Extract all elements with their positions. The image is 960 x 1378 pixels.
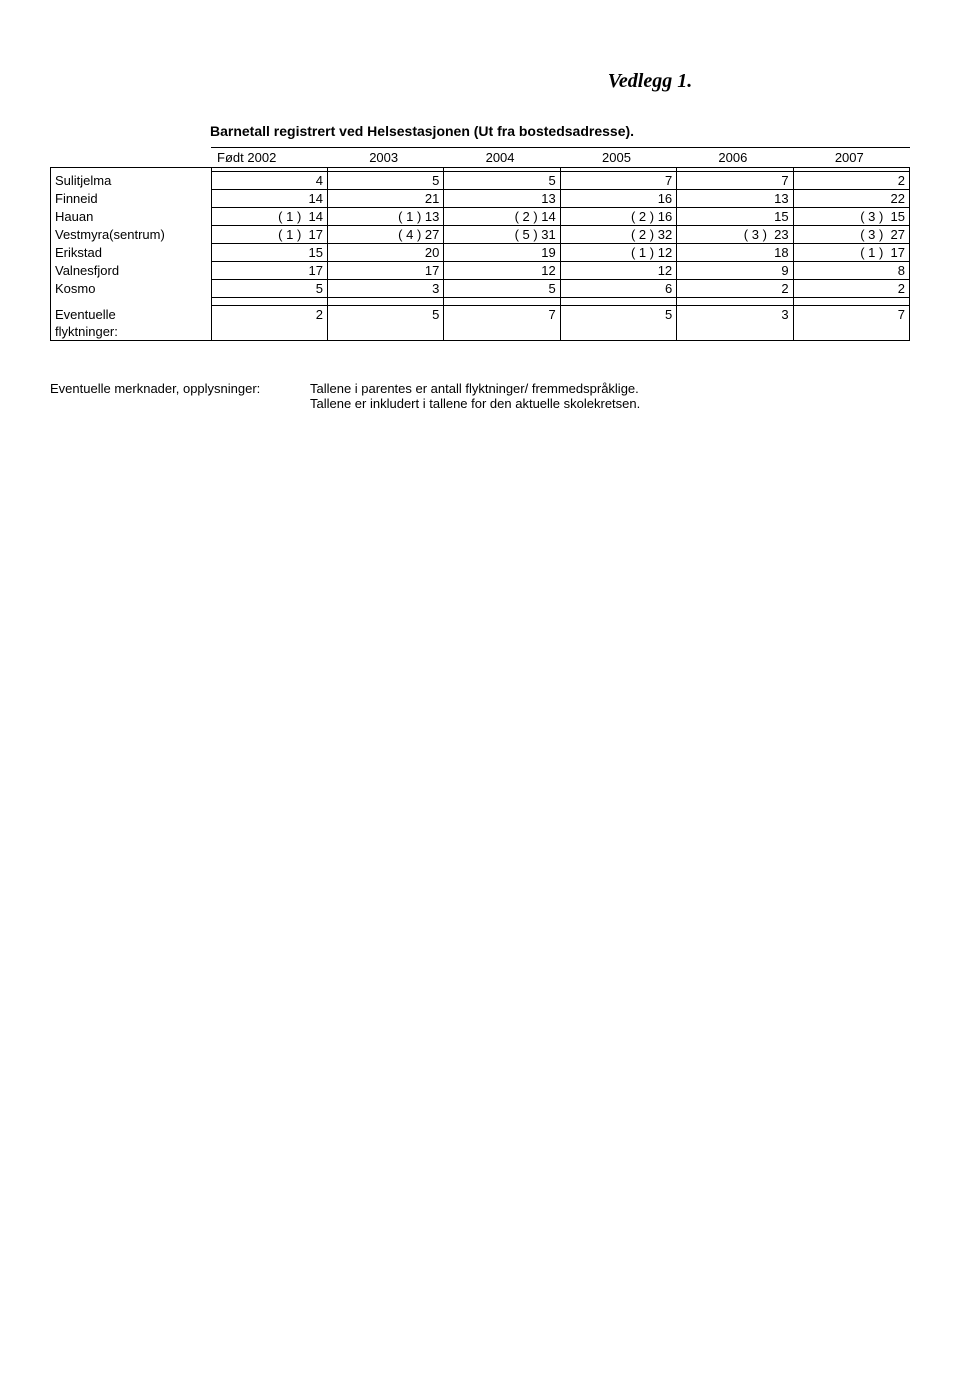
table-cell: 15 xyxy=(211,244,327,262)
table-cell: 5 xyxy=(327,306,443,341)
table-cell: ( 1 ) 12 xyxy=(560,244,676,262)
table-cell: ( 2 ) 16 xyxy=(560,208,676,226)
table-cell: 20 xyxy=(327,244,443,262)
table-cell: 21 xyxy=(327,190,443,208)
table-cell xyxy=(327,298,443,306)
table-cell: ( 1 ) 17 xyxy=(211,226,327,244)
notes-text: Tallene i parentes er antall flyktninger… xyxy=(310,381,910,411)
table-row: Eventuelle257537 xyxy=(51,306,910,323)
table-cell: 19 xyxy=(444,244,560,262)
table-cell xyxy=(793,298,909,306)
table-cell: 17 xyxy=(327,262,443,280)
notes-line-2: Tallene er inkludert i tallene for den a… xyxy=(310,396,910,411)
table-row: Erikstad152019( 1 ) 1218( 1 ) 17 xyxy=(51,244,910,262)
table-cell xyxy=(51,298,212,306)
table-row: Sulitjelma455772 xyxy=(51,172,910,190)
table-cell: 16 xyxy=(560,190,676,208)
table-cell: ( 3 ) 23 xyxy=(677,226,793,244)
table-row: Valnesfjord1717121298 xyxy=(51,262,910,280)
table-cell: 2005 xyxy=(560,148,676,168)
table-cell: Kosmo xyxy=(51,280,212,298)
table-cell: 2 xyxy=(793,172,909,190)
table-cell xyxy=(444,298,560,306)
table-cell: Valnesfjord xyxy=(51,262,212,280)
table-cell: 15 xyxy=(677,208,793,226)
table-cell: 2 xyxy=(793,280,909,298)
table-cell: Erikstad xyxy=(51,244,212,262)
table-cell xyxy=(211,298,327,306)
notes-line-1: Tallene i parentes er antall flyktninger… xyxy=(310,381,910,396)
table-cell: 7 xyxy=(444,306,560,341)
table-cell: 2 xyxy=(677,280,793,298)
table-cell: ( 2 ) 14 xyxy=(444,208,560,226)
table-cell: 2003 xyxy=(327,148,443,168)
table-cell: ( 1 ) 17 xyxy=(793,244,909,262)
notes-label: Eventuelle merknader, opplysninger: xyxy=(50,381,310,411)
table-cell: 5 xyxy=(444,280,560,298)
table-cell: 3 xyxy=(677,306,793,341)
table-cell xyxy=(51,148,212,168)
table-cell: 9 xyxy=(677,262,793,280)
table-cell: flyktninger: xyxy=(51,323,212,341)
notes-section: Eventuelle merknader, opplysninger: Tall… xyxy=(50,381,910,411)
table-cell: 7 xyxy=(793,306,909,341)
table-cell xyxy=(677,298,793,306)
table-cell: 7 xyxy=(560,172,676,190)
table-cell: 4 xyxy=(211,172,327,190)
table-cell xyxy=(560,298,676,306)
table-cell: ( 2 ) 32 xyxy=(560,226,676,244)
table-header-row: Født 200220032004200520062007 xyxy=(51,148,910,168)
table-cell: Født 2002 xyxy=(211,148,327,168)
table-subtitle: Barnetall registrert ved Helsestasjonen … xyxy=(210,123,910,139)
table-cell: ( 3 ) 27 xyxy=(793,226,909,244)
table-cell: Vestmyra(sentrum) xyxy=(51,226,212,244)
data-table-wrapper: Født 200220032004200520062007 Sulitjelma4… xyxy=(50,147,910,341)
table-cell: Eventuelle xyxy=(51,306,212,323)
table-cell: 2004 xyxy=(444,148,560,168)
table-cell: 2006 xyxy=(677,148,793,168)
table-cell: 5 xyxy=(444,172,560,190)
table-cell: 22 xyxy=(793,190,909,208)
table-cell: Hauan xyxy=(51,208,212,226)
table-cell: 3 xyxy=(327,280,443,298)
table-cell: ( 3 ) 15 xyxy=(793,208,909,226)
table-cell: 18 xyxy=(677,244,793,262)
page-title: Vedlegg 1. xyxy=(390,70,910,93)
table-cell: ( 1 ) 13 xyxy=(327,208,443,226)
table-row: Kosmo535622 xyxy=(51,280,910,298)
table-cell: 2 xyxy=(211,306,327,341)
table-cell: Sulitjelma xyxy=(51,172,212,190)
table-cell: 5 xyxy=(327,172,443,190)
table-cell: 2007 xyxy=(793,148,909,168)
spacer-row xyxy=(51,298,910,306)
table-cell: 5 xyxy=(211,280,327,298)
table-cell: 17 xyxy=(211,262,327,280)
table-row: Hauan( 1 ) 14( 1 ) 13( 2 ) 14( 2 ) 1615(… xyxy=(51,208,910,226)
table-cell: 13 xyxy=(677,190,793,208)
table-cell: 8 xyxy=(793,262,909,280)
table-cell: 14 xyxy=(211,190,327,208)
table-cell: ( 4 ) 27 xyxy=(327,226,443,244)
table-row: Finneid142113161322 xyxy=(51,190,910,208)
table-row: Vestmyra(sentrum)( 1 ) 17( 4 ) 27( 5 ) 3… xyxy=(51,226,910,244)
table-cell: 7 xyxy=(677,172,793,190)
table-cell: 12 xyxy=(444,262,560,280)
table-cell: 5 xyxy=(560,306,676,341)
table-cell: 12 xyxy=(560,262,676,280)
table-cell: ( 5 ) 31 xyxy=(444,226,560,244)
table-cell: 13 xyxy=(444,190,560,208)
table-cell: Finneid xyxy=(51,190,212,208)
table-cell: ( 1 ) 14 xyxy=(211,208,327,226)
data-table: Født 200220032004200520062007 Sulitjelma4… xyxy=(50,147,910,341)
table-cell: 6 xyxy=(560,280,676,298)
